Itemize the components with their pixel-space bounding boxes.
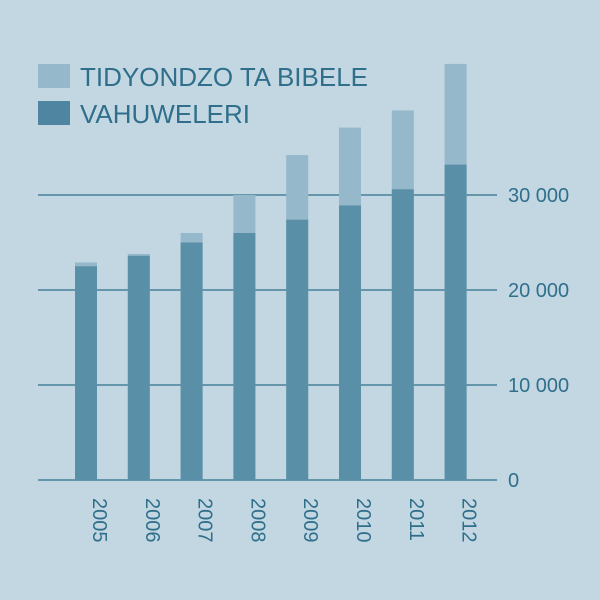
legend: TIDYONDZO TA BIBELE VAHUWELERI [38,62,368,129]
bar-publishers [391,189,414,481]
bars [75,63,467,481]
y-tick-labels: 0 10 000 20 000 30 000 [508,185,569,492]
bar-publishers [444,164,467,480]
bar-publishers [339,205,361,480]
x-tick-label: 2005 [88,498,110,543]
legend-label-publishers: VAHUWELERI [80,99,250,129]
y-tick-label: 20 000 [508,280,569,302]
gridlines [38,194,497,481]
bar-publishers [180,242,203,480]
legend-label-bible-studies: TIDYONDZO TA BIBELE [80,62,368,92]
y-tick-label: 30 000 [508,185,569,207]
y-tick-label: 0 [508,470,519,492]
x-tick-label: 2012 [458,498,480,543]
x-tick-label: 2006 [141,498,163,543]
x-tick-label: 2007 [194,498,216,543]
bar-publishers [75,266,97,480]
bar-publishers [127,255,150,480]
x-tick-label: 2008 [246,498,268,543]
bar-publishers [286,219,309,480]
bar-publishers [233,233,256,480]
x-tick-label: 2009 [299,498,321,543]
x-tick-labels: 2005 2006 2007 2008 2009 2010 2011 2012 [88,498,480,543]
x-tick-label: 2011 [405,498,427,541]
legend-swatch-publishers [38,101,70,125]
x-tick-label: 2010 [352,498,374,543]
y-tick-label: 10 000 [508,375,569,397]
legend-swatch-bible-studies [38,64,70,88]
